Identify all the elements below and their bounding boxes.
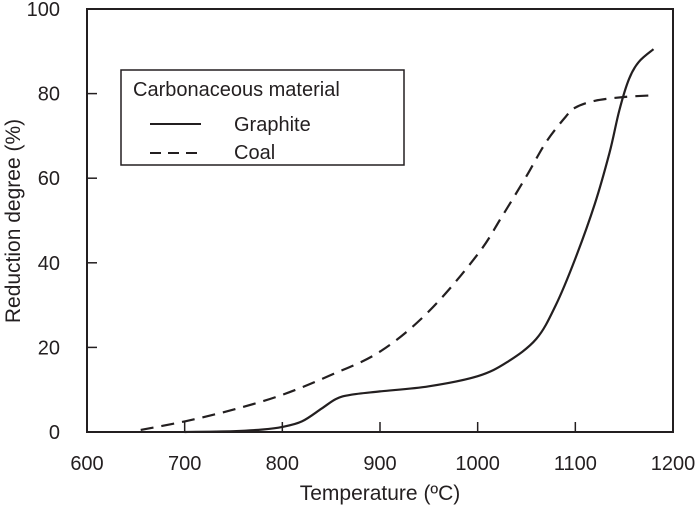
x-tick-label: 1000 — [455, 453, 500, 475]
y-axis: 0 20 40 60 80 100 — [27, 0, 97, 444]
x-tick-label: 1100 — [554, 453, 597, 475]
series-line-coal — [140, 94, 654, 431]
x-tick-label: 900 — [363, 453, 396, 475]
x-tick-label: 800 — [266, 453, 299, 475]
y-tick-label: 60 — [38, 168, 60, 190]
legend-box — [120, 69, 405, 166]
y-tick-label: 20 — [38, 337, 60, 359]
x-tick-label: 700 — [168, 453, 201, 475]
x-tick-label: 1200 — [651, 453, 696, 475]
y-tick-label: 80 — [38, 84, 60, 106]
legend-title: Carbonaceous material — [133, 79, 340, 101]
x-tick-label: 600 — [70, 453, 103, 475]
series-lines — [140, 48, 655, 434]
series-line-graphite — [184, 48, 655, 434]
y-axis-title: Reduction degree (%) — [2, 119, 25, 323]
y-tick-label: 0 — [49, 422, 60, 444]
y-tick-label: 40 — [38, 253, 60, 275]
x-axis: 600 700 800 900 1000 1100 1200 — [70, 422, 695, 475]
x-axis-title: Temperature (ºC) — [300, 482, 461, 505]
legend-label-coal: Coal — [234, 142, 275, 164]
legend: Carbonaceous material Graphite Coal — [120, 69, 405, 166]
y-tick-label: 100 — [27, 0, 60, 21]
legend-label-graphite: Graphite — [234, 114, 311, 136]
